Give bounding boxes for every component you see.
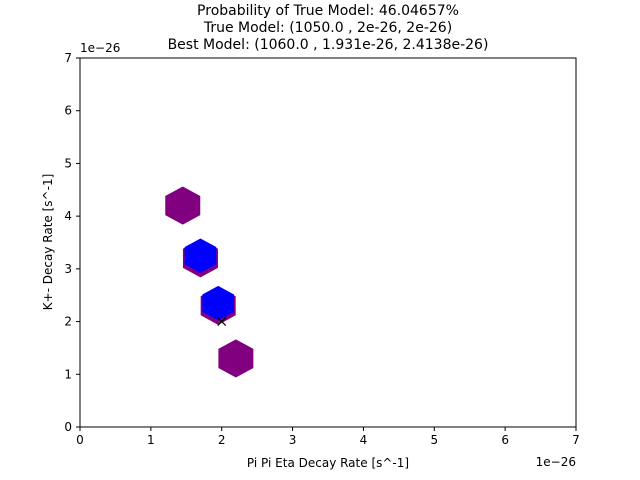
x-tick-label-4: 4: [360, 433, 368, 447]
chart-title-line-1: Probability of True Model: 46.04657%: [197, 3, 459, 19]
x-tick-label-1: 1: [147, 433, 155, 447]
y-offset-label: 1e−26: [80, 41, 120, 55]
x-tick-label-2: 2: [218, 433, 226, 447]
x-tick-label-7: 7: [572, 433, 580, 447]
y-tick-label-7: 7: [64, 51, 72, 65]
hexbin-3: [218, 339, 254, 378]
hexbin-0: [165, 186, 201, 225]
hexbin-4: [184, 238, 217, 273]
chart-title-line-2: True Model: (1050.0 , 2e-26, 2e-26): [203, 20, 452, 36]
hexbin-5: [202, 285, 234, 321]
x-tick-label-5: 5: [430, 433, 438, 447]
y-tick-label-3: 3: [64, 262, 72, 276]
x-tick-label-6: 6: [501, 433, 509, 447]
hexbin-layer: [165, 186, 254, 378]
true-model-marker: [217, 317, 227, 326]
y-tick-label-2: 2: [64, 315, 72, 329]
x-tick-label-3: 3: [289, 433, 297, 447]
true-model-marker-layer: [217, 317, 227, 326]
y-tick-label-6: 6: [64, 104, 72, 118]
plot-area-frame: [79, 57, 577, 428]
x-tick-label-0: 0: [76, 433, 84, 447]
y-tick-label-4: 4: [64, 209, 72, 223]
x-axis-ticks: 0 1 2 3 4 5 6 7: [76, 427, 580, 447]
x-offset-label: 1e−26: [536, 455, 576, 469]
chart-title-line-3: Best Model: (1060.0 , 1.931e-26, 2.4138e…: [168, 37, 489, 53]
y-tick-label-1: 1: [64, 367, 72, 381]
y-axis-ticks: 0 1 2 3 4 5 6 7: [64, 51, 80, 434]
y-tick-label-0: 0: [64, 420, 72, 434]
x-axis-label: Pi Pi Eta Decay Rate [s^-1]: [247, 456, 409, 470]
y-tick-label-5: 5: [64, 156, 72, 170]
y-axis-label: K+- Decay Rate [s^-1]: [41, 174, 55, 311]
